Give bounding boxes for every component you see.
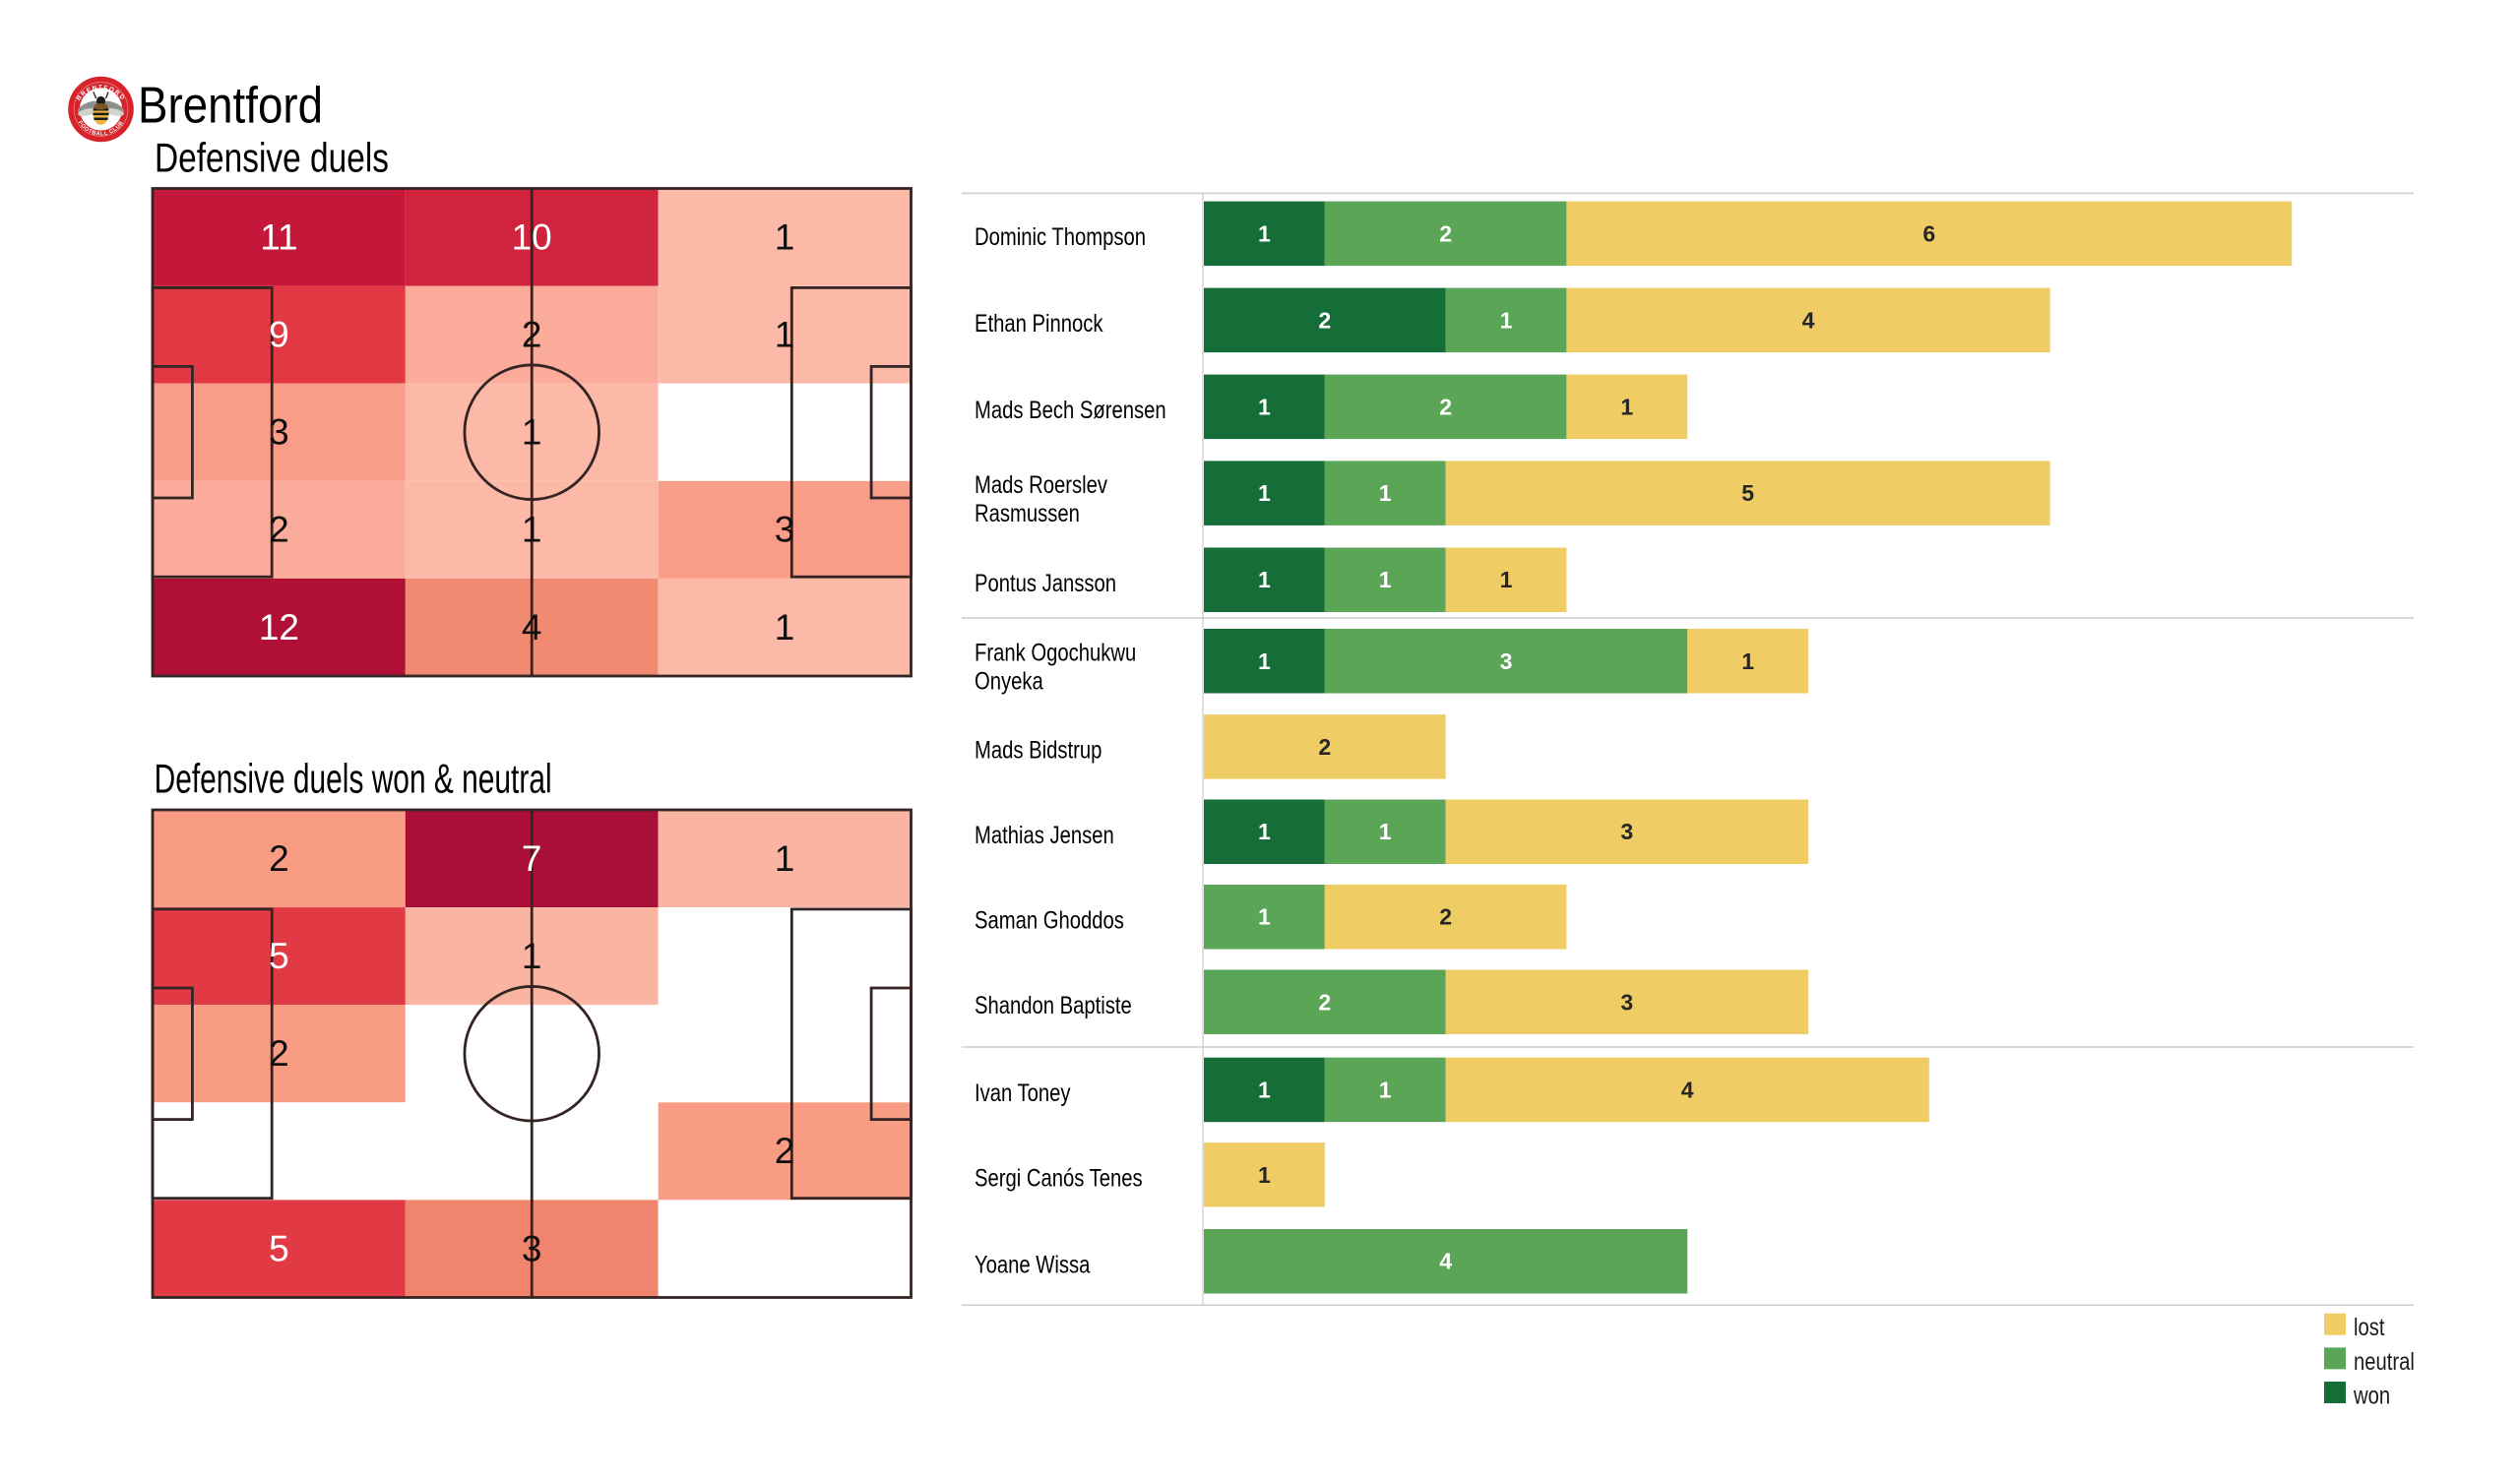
svg-text:2: 2: [1318, 307, 1331, 333]
svg-text:2: 2: [1439, 220, 1452, 246]
svg-text:1: 1: [1379, 480, 1392, 506]
svg-text:1: 1: [1258, 648, 1271, 674]
svg-text:6: 6: [1922, 220, 1935, 246]
svg-text:2: 2: [269, 1033, 289, 1074]
svg-text:5: 5: [269, 936, 289, 976]
svg-text:1: 1: [522, 412, 542, 453]
svg-text:4: 4: [1802, 307, 1815, 333]
svg-text:12: 12: [259, 607, 299, 648]
svg-text:1: 1: [1379, 1077, 1392, 1102]
svg-text:1: 1: [522, 510, 542, 550]
svg-text:1: 1: [1379, 567, 1392, 592]
svg-text:3: 3: [1620, 819, 1633, 844]
svg-text:11: 11: [260, 217, 297, 258]
svg-text:4: 4: [1681, 1077, 1694, 1102]
svg-text:4: 4: [522, 607, 542, 648]
svg-text:1: 1: [1741, 648, 1754, 674]
svg-text:1: 1: [1258, 220, 1271, 246]
svg-text:Saman Ghoddos: Saman Ghoddos: [975, 905, 1124, 934]
svg-text:Defensive duels: Defensive duels: [155, 134, 389, 180]
svg-text:1: 1: [1258, 1162, 1271, 1188]
svg-text:1: 1: [775, 217, 795, 258]
svg-text:lost: lost: [2354, 1313, 2385, 1341]
svg-text:7: 7: [522, 838, 542, 879]
svg-text:1: 1: [522, 936, 542, 976]
svg-text:2: 2: [1439, 904, 1452, 930]
svg-text:3: 3: [522, 1228, 542, 1268]
svg-text:3: 3: [775, 510, 795, 550]
svg-text:1: 1: [1258, 480, 1271, 506]
svg-text:1: 1: [1500, 307, 1513, 333]
svg-text:1: 1: [1258, 819, 1271, 844]
svg-text:1: 1: [1258, 567, 1271, 592]
svg-text:3: 3: [1500, 648, 1513, 674]
svg-text:10: 10: [512, 217, 552, 258]
svg-text:1: 1: [775, 838, 795, 879]
svg-text:2: 2: [1439, 394, 1452, 419]
svg-text:won: won: [2353, 1381, 2390, 1409]
svg-text:1: 1: [775, 607, 795, 648]
svg-text:Sergi Canós Tenes: Sergi Canós Tenes: [975, 1163, 1143, 1192]
svg-text:Rasmussen: Rasmussen: [975, 499, 1080, 527]
svg-text:Frank Ogochukwu: Frank Ogochukwu: [975, 639, 1136, 667]
svg-text:4: 4: [1439, 1249, 1452, 1274]
svg-text:neutral: neutral: [2354, 1347, 2415, 1376]
svg-text:1: 1: [1620, 394, 1633, 419]
svg-text:5: 5: [1741, 480, 1754, 506]
svg-text:Pontus Jansson: Pontus Jansson: [975, 569, 1116, 597]
svg-text:1: 1: [775, 315, 795, 355]
svg-text:Shandon Baptiste: Shandon Baptiste: [975, 991, 1132, 1019]
svg-text:1: 1: [1258, 904, 1271, 930]
svg-text:Mads Roerslev: Mads Roerslev: [975, 470, 1108, 499]
svg-text:Onyeka: Onyeka: [975, 667, 1043, 696]
svg-text:2: 2: [522, 315, 542, 355]
svg-text:9: 9: [269, 315, 289, 355]
svg-text:Ivan Toney: Ivan Toney: [975, 1079, 1071, 1107]
svg-text:Defensive duels won & neutral: Defensive duels won & neutral: [155, 756, 552, 802]
svg-text:2: 2: [269, 510, 289, 550]
svg-text:2: 2: [1318, 989, 1331, 1015]
svg-text:Mads Bidstrup: Mads Bidstrup: [975, 736, 1102, 765]
svg-text:5: 5: [269, 1228, 289, 1268]
svg-text:1: 1: [1258, 1077, 1271, 1102]
svg-text:1: 1: [1258, 394, 1271, 419]
svg-text:3: 3: [1620, 989, 1633, 1015]
svg-text:Mathias Jensen: Mathias Jensen: [975, 821, 1114, 849]
svg-text:3: 3: [269, 412, 289, 453]
svg-text:1: 1: [1379, 819, 1392, 844]
svg-text:Brentford: Brentford: [138, 78, 323, 135]
svg-text:Dominic Thompson: Dominic Thompson: [975, 222, 1146, 251]
svg-text:Yoane Wissa: Yoane Wissa: [975, 1250, 1091, 1278]
svg-text:2: 2: [269, 838, 289, 879]
svg-text:2: 2: [775, 1131, 795, 1171]
svg-text:1: 1: [1500, 567, 1513, 592]
svg-text:Mads Bech Sørensen: Mads Bech Sørensen: [975, 396, 1166, 424]
svg-text:Ethan Pinnock: Ethan Pinnock: [975, 309, 1103, 338]
svg-text:2: 2: [1318, 734, 1331, 760]
